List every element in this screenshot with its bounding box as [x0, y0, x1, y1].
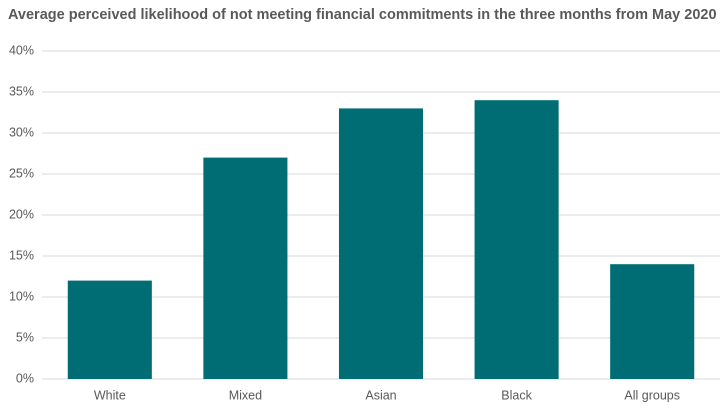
bar	[203, 157, 288, 379]
y-tick-label: 35%	[9, 84, 34, 98]
x-tick-label: Mixed	[229, 388, 262, 402]
bar	[474, 100, 559, 379]
chart-title: Average perceived likelihood of not meet…	[8, 7, 717, 23]
y-tick-label: 25%	[9, 166, 34, 180]
bar	[338, 108, 424, 380]
y-tick-label: 0%	[16, 371, 34, 385]
y-tick-label: 15%	[9, 248, 34, 262]
x-tick-label: Black	[501, 388, 532, 402]
y-tick-label: 10%	[9, 289, 34, 303]
x-tick-label: Asian	[365, 388, 396, 402]
y-tick-label: 20%	[9, 207, 34, 221]
bar	[610, 264, 695, 379]
y-tick-label: 30%	[9, 125, 34, 139]
x-tick-label: All groups	[624, 388, 680, 402]
y-tick-label: 40%	[9, 43, 34, 57]
bar	[67, 280, 152, 379]
y-tick-label: 5%	[16, 330, 34, 344]
x-tick-label: White	[94, 388, 126, 402]
